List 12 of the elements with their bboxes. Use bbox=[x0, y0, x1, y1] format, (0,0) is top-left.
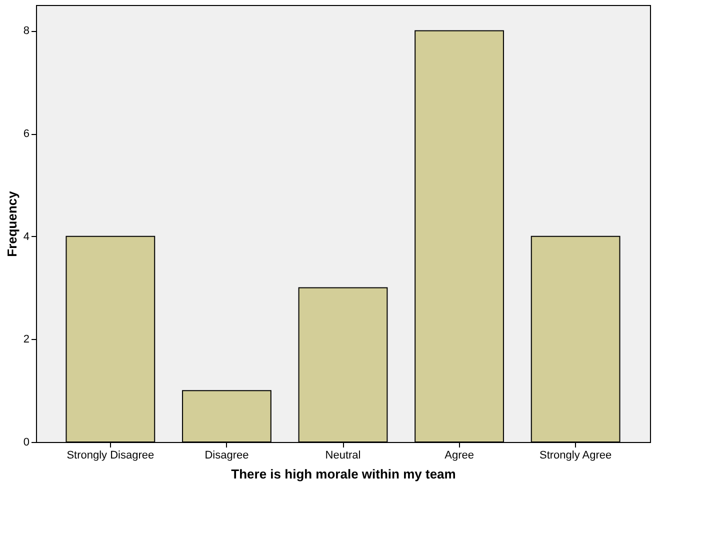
y-tick-label: 0 bbox=[23, 436, 30, 448]
y-tick-label: 6 bbox=[23, 128, 30, 140]
y-tick-label: 4 bbox=[23, 230, 30, 243]
x-tick-label: Agree bbox=[444, 450, 474, 462]
x-tick-label: Neutral bbox=[325, 450, 361, 462]
x-tick-label: Disagree bbox=[204, 450, 249, 462]
x-tick-label: Strongly Agree bbox=[540, 450, 612, 462]
y-axis-title: Frequency bbox=[4, 190, 20, 257]
x-tick-label: Strongly Disagree bbox=[66, 450, 154, 462]
y-tick-label: 8 bbox=[23, 25, 30, 38]
y-tick-label: 2 bbox=[23, 334, 30, 346]
x-axis-title: There is high morale within my team bbox=[231, 466, 456, 482]
